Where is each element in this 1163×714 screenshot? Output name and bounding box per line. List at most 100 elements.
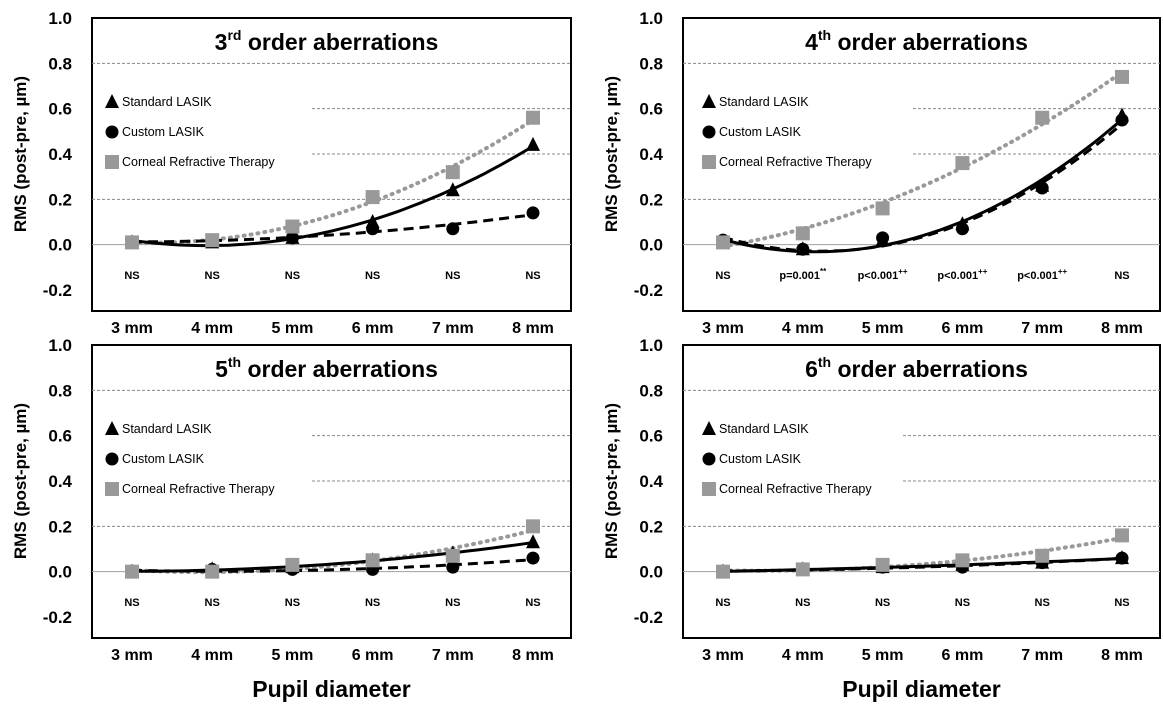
significance-value: NS — [795, 597, 810, 609]
x-axis-label: Pupil diameter — [842, 676, 1001, 702]
y-tick-label: 0.8 — [639, 381, 663, 400]
significance-superscript: ** — [820, 267, 827, 276]
significance-value: NS — [1114, 270, 1129, 282]
y-axis-label: RMS (post-pre, µm) — [11, 403, 30, 559]
data-point-square — [875, 201, 890, 216]
data-point-square — [445, 548, 460, 563]
significance-label: NS — [124, 270, 139, 282]
y-tick-label: -0.2 — [43, 281, 72, 300]
y-tick-label: 0.4 — [639, 472, 663, 491]
significance-value: p<0.001 — [858, 270, 899, 282]
data-point-circle — [446, 222, 460, 236]
plot-frame — [91, 344, 572, 639]
y-axis-label: RMS (post-pre, µm) — [602, 76, 621, 232]
data-point-square — [1115, 528, 1129, 543]
legend-marker-square — [702, 155, 716, 169]
y-tick-label: 0.2 — [639, 190, 663, 209]
chart-panel-3: 1.0 0.8 0.6 0.4 0.2 0.0 -0.2 RMS (post-pre, µm)… — [11, 336, 572, 702]
significance-value: p<0.001 — [1017, 270, 1058, 282]
x-tick-label: 5 mm — [862, 647, 904, 664]
data-point-square — [365, 553, 380, 568]
y-tick-label: 0.2 — [639, 517, 663, 536]
chart-title: 5th order aberrations — [215, 354, 438, 382]
data-point-square — [1035, 110, 1050, 125]
data-point-circle — [955, 222, 969, 236]
significance-value: NS — [205, 270, 220, 282]
title-rest: order aberrations — [241, 29, 438, 55]
legend-marker-square — [702, 482, 716, 496]
x-tick-label: 5 mm — [272, 320, 314, 337]
significance-value: NS — [285, 270, 300, 282]
data-point-square — [875, 557, 890, 572]
significance-superscript: ++ — [1058, 267, 1068, 276]
significance-label: NS — [445, 597, 460, 609]
data-point-circle — [796, 242, 810, 256]
significance-value: NS — [875, 597, 890, 609]
y-tick-label: -0.2 — [634, 281, 663, 300]
significance-label: NS — [1114, 270, 1129, 282]
y-axis-label: RMS (post-pre, µm) — [602, 403, 621, 559]
significance-value: NS — [1114, 597, 1129, 609]
plot-frame — [682, 344, 1161, 639]
significance-label: NS — [525, 597, 540, 609]
title-superscript: rd — [227, 27, 241, 43]
legend-marker-circle — [105, 125, 119, 139]
data-point-square — [526, 519, 540, 534]
significance-label: p=0.001** — [779, 267, 827, 282]
x-tick-label: 7 mm — [432, 320, 474, 337]
x-tick-label: 7 mm — [432, 647, 474, 664]
y-tick-label: 1.0 — [48, 336, 72, 355]
y-tick-label: 0.8 — [639, 54, 663, 73]
data-point-square — [285, 557, 300, 572]
data-point-triangle — [526, 136, 540, 151]
x-tick-label: 6 mm — [942, 320, 984, 337]
title-rest: order aberrations — [831, 356, 1028, 382]
significance-label: NS — [715, 270, 730, 282]
significance-label: NS — [124, 597, 139, 609]
legend-label: Standard LASIK — [122, 95, 212, 109]
data-point-triangle — [445, 182, 460, 197]
significance-label: NS — [285, 270, 300, 282]
legend-label: Custom LASIK — [122, 125, 205, 139]
trendline-triangle — [722, 118, 1123, 254]
y-axis-label: RMS (post-pre, µm) — [11, 76, 30, 232]
significance-label: p<0.001++ — [858, 267, 908, 282]
data-point-circle — [1115, 113, 1129, 127]
data-point-circle — [876, 231, 890, 245]
plot-frame — [682, 17, 1161, 312]
x-tick-label: 8 mm — [512, 647, 554, 664]
chart-title: 4th order aberrations — [805, 27, 1028, 55]
x-tick-label: 7 mm — [1021, 320, 1063, 337]
significance-label: NS — [285, 597, 300, 609]
legend-marker-triangle — [105, 421, 119, 435]
y-tick-label: 0.6 — [639, 100, 663, 119]
significance-label: NS — [1114, 597, 1129, 609]
data-point-triangle — [526, 534, 540, 549]
data-point-circle — [1115, 551, 1129, 565]
significance-label: NS — [205, 270, 220, 282]
y-tick-label: 0.0 — [48, 563, 72, 582]
legend-label: Custom LASIK — [719, 125, 802, 139]
significance-value: NS — [1035, 597, 1050, 609]
legend-marker-circle — [702, 125, 716, 139]
significance-label: NS — [875, 597, 890, 609]
data-point-circle — [366, 222, 380, 236]
y-tick-label: 0.4 — [48, 472, 72, 491]
y-tick-label: 0.0 — [48, 236, 72, 255]
title-rest: order aberrations — [241, 356, 438, 382]
significance-value: NS — [955, 597, 970, 609]
significance-value: NS — [445, 597, 460, 609]
significance-label: NS — [955, 597, 970, 609]
y-tick-label: 1.0 — [639, 9, 663, 28]
legend-label: Corneal Refractive Therapy — [719, 155, 872, 169]
x-tick-label: 8 mm — [512, 320, 554, 337]
trendline-circle — [132, 213, 534, 244]
significance-label: NS — [795, 597, 810, 609]
significance-value: NS — [715, 597, 730, 609]
significance-value: NS — [285, 597, 300, 609]
y-tick-label: 0.2 — [48, 190, 72, 209]
data-point-circle — [285, 231, 299, 245]
legend-marker-triangle — [702, 421, 716, 435]
x-tick-label: 4 mm — [782, 647, 824, 664]
